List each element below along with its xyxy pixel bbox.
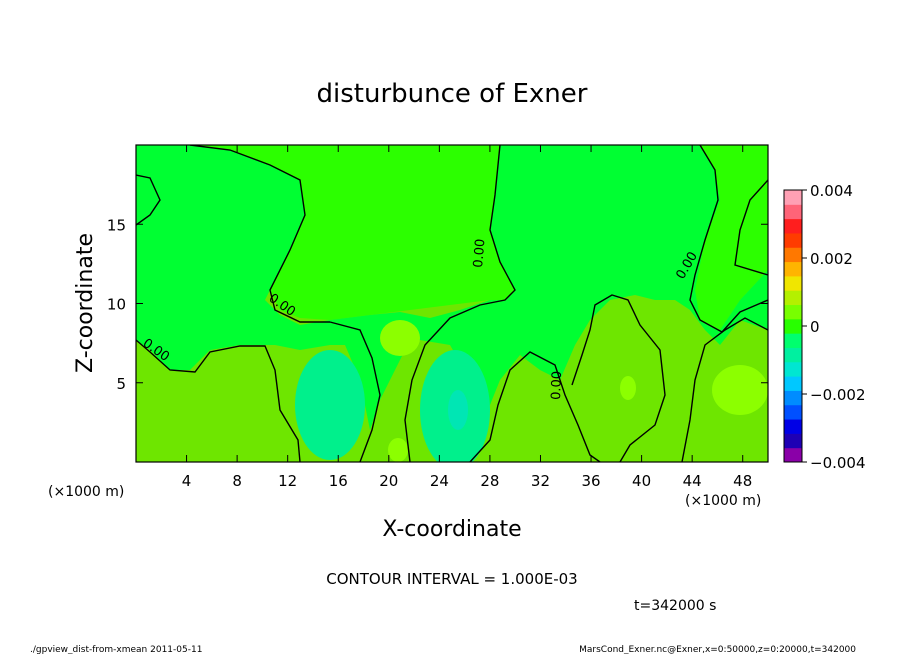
- y-axis-ticks: 5 10 15: [107, 216, 768, 393]
- x-unit-right: (×1000 m): [685, 493, 761, 509]
- contour-interval: CONTOUR INTERVAL = 1.000E-03: [326, 570, 577, 588]
- colorbar: [784, 190, 802, 463]
- x-tick-label: 8: [232, 472, 242, 490]
- x-axis-ticks: 4 8 12 16 20 24 28 32 36 40 44 48: [182, 145, 752, 490]
- colorbar-segment: [784, 419, 802, 434]
- y-tick-label: 10: [107, 296, 126, 314]
- colorbar-tick-label: 0.004: [810, 182, 853, 200]
- x-tick-label: 16: [329, 472, 348, 490]
- neutral-region: [136, 145, 768, 430]
- contour-line-4: [329, 321, 381, 462]
- x-tick-label: 12: [278, 472, 297, 490]
- colorbar-segment: [784, 290, 802, 306]
- zero-contours: [136, 145, 768, 462]
- x-tick-label: 24: [430, 472, 449, 490]
- contour-line-1: [136, 174, 161, 226]
- footer-left: ./gpview_dist-from-xmean 2011-05-11: [30, 645, 202, 654]
- contour-line-9: [681, 317, 768, 462]
- contour-label-4: 0.00: [549, 371, 565, 400]
- plot-area: 0.00 0.00 0.00 0.00 0.00: [136, 145, 768, 462]
- x-tick-label: 28: [480, 472, 499, 490]
- contour-line-5: [404, 145, 516, 462]
- colorbar-segment: [784, 190, 802, 205]
- negative-core-2: [448, 390, 468, 430]
- colorbar-segment: [784, 361, 802, 377]
- colorbar-segment: [784, 433, 802, 449]
- colorbar-tick-label: 0: [810, 318, 820, 336]
- colorbar-segment: [784, 247, 802, 263]
- footer-right: MarsCond_Exner.nc@Exner,x=0:50000,z=0:20…: [579, 645, 856, 654]
- x-tick-label: 20: [379, 472, 398, 490]
- x-tick-label: 44: [683, 472, 702, 490]
- colorbar-ticks: 0.004 0.002 0 −0.002 −0.004: [802, 182, 866, 472]
- positive-patch-2: [712, 365, 768, 415]
- colorbar-segment: [784, 347, 802, 363]
- colorbar-segment: [784, 204, 802, 220]
- colorbar-segment: [784, 261, 802, 277]
- colorbar-tick-label: −0.004: [810, 454, 866, 472]
- positive-patch-4: [388, 438, 408, 462]
- contour-line-2: [189, 145, 330, 323]
- colorbar-tick-label: −0.002: [810, 386, 866, 404]
- colorbar-segment: [784, 304, 802, 320]
- positive-patch-1: [380, 320, 420, 356]
- positive-patch-3: [620, 376, 636, 400]
- colorbar-segment: [784, 318, 802, 334]
- colorbar-segment: [784, 404, 802, 420]
- x-tick-label: 32: [531, 472, 550, 490]
- contour-line-7: [571, 294, 666, 462]
- x-tick-label: 4: [182, 472, 192, 490]
- colorbar-segment: [784, 232, 802, 248]
- colorbar-segment: [784, 275, 802, 291]
- chart-title: disturbunce of Exner: [317, 79, 588, 109]
- contour-line-3: [136, 339, 301, 462]
- y-tick-label: 5: [116, 375, 126, 393]
- y-axis-label: Z-coordinate: [73, 233, 98, 373]
- contour-label-3: 0.00: [471, 238, 488, 268]
- colorbar-segment: [784, 333, 802, 348]
- colorbar-segment: [784, 218, 802, 234]
- contour-line-8: [689, 145, 768, 333]
- time-label: t=342000 s: [634, 598, 716, 614]
- contour-line-6: [469, 351, 601, 462]
- x-tick-label: 36: [581, 472, 600, 490]
- x-axis-label: X-coordinate: [382, 517, 521, 542]
- colorbar-tick-label: 0.002: [810, 250, 853, 268]
- x-unit-left: (×1000 m): [48, 484, 124, 500]
- y-tick-label: 15: [107, 216, 126, 234]
- contour-line-10: [734, 179, 768, 276]
- colorbar-segment: [784, 447, 802, 463]
- positive-region: [136, 145, 768, 330]
- x-tick-label: 40: [632, 472, 651, 490]
- negative-blob-1: [295, 350, 365, 460]
- colorbar-segment: [784, 390, 802, 406]
- x-tick-label: 48: [733, 472, 752, 490]
- colorbar-segment: [784, 376, 802, 391]
